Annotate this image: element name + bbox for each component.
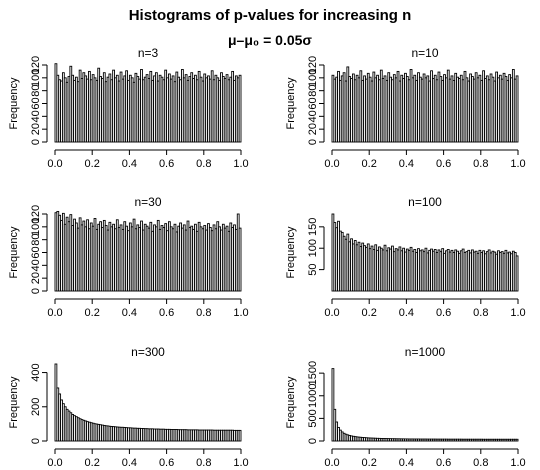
x-tick-label: 1.0 [510, 307, 525, 319]
x-tick-label: 0.8 [196, 457, 211, 469]
y-tick-label: 120 [30, 205, 42, 223]
y-tick-label: 60 [30, 246, 42, 258]
y-tick-label: 100 [30, 218, 42, 236]
x-tick-label: 0.0 [47, 457, 62, 469]
histogram-bar [515, 75, 519, 143]
histogram-bar [515, 255, 519, 292]
histogram-bar [238, 74, 242, 143]
y-tick-label: 80 [307, 85, 319, 97]
histogram-bar [515, 438, 519, 442]
y-axis-label: Frequency [285, 77, 297, 129]
y-tick-label: 1000 [307, 384, 319, 408]
x-tick-label: 0.0 [47, 307, 62, 319]
x-tick-label: 0.6 [436, 457, 451, 469]
x-tick-label: 0.6 [159, 158, 174, 170]
y-tick-label: 1500 [307, 361, 319, 385]
y-tick-label: 500 [307, 409, 319, 427]
x-tick-label: 0.0 [324, 307, 339, 319]
x-tick-label: 1.0 [510, 158, 525, 170]
x-tick-label: 0.0 [47, 158, 62, 170]
y-axis-label: Frequency [8, 77, 20, 129]
x-tick-label: 1.0 [233, 457, 248, 469]
y-tick-label: 80 [30, 234, 42, 246]
y-tick-label: 200 [30, 398, 42, 416]
y-tick-label: 20 [30, 123, 42, 135]
y-tick-label: 0 [307, 139, 319, 145]
x-tick-label: 0.4 [399, 457, 414, 469]
x-tick-label: 0.0 [324, 158, 339, 170]
y-tick-label: 100 [307, 239, 319, 257]
x-tick-label: 0.8 [473, 158, 488, 170]
x-tick-label: 0.4 [122, 158, 137, 170]
x-tick-label: 0.8 [196, 158, 211, 170]
y-tick-label: 120 [30, 56, 42, 74]
x-tick-label: 0.2 [362, 307, 377, 319]
x-tick-label: 0.0 [324, 457, 339, 469]
panel-title: n=300 [131, 345, 165, 359]
y-axis-label: Frequency [285, 226, 297, 278]
y-tick-label: 0 [30, 139, 42, 145]
y-axis-label: Frequency [8, 226, 20, 278]
y-tick-label: 120 [307, 56, 319, 74]
y-tick-label: 100 [30, 69, 42, 87]
histogram-panels: n=30.0 0.2 0.4 0.6 0.8 1.0020406080100120Freq… [8, 46, 526, 469]
y-tick-label: 80 [30, 85, 42, 97]
y-tick-label: 50 [307, 263, 319, 275]
x-tick-label: 0.8 [473, 457, 488, 469]
y-axis-label: Frequency [285, 376, 297, 428]
panel-title: n=30 [134, 195, 161, 209]
panel-title: n=1000 [405, 345, 446, 359]
x-tick-label: 0.4 [122, 457, 137, 469]
x-tick-label: 0.2 [362, 158, 377, 170]
figure-subtitle: μ–μ₀ = 0.05σ [228, 32, 312, 48]
x-tick-label: 0.2 [85, 457, 100, 469]
x-tick-label: 0.4 [399, 158, 414, 170]
histogram-bar [238, 227, 242, 292]
y-tick-label: 40 [307, 110, 319, 122]
y-tick-label: 40 [30, 259, 42, 271]
y-tick-label: 0 [307, 438, 319, 444]
x-tick-label: 1.0 [233, 307, 248, 319]
x-tick-label: 0.6 [436, 307, 451, 319]
panel-title: n=10 [411, 46, 438, 60]
x-tick-label: 0.2 [85, 307, 100, 319]
x-tick-label: 0.4 [122, 307, 137, 319]
figure-title: Histograms of p-values for increasing n [129, 7, 412, 24]
y-tick-label: 40 [30, 110, 42, 122]
x-tick-label: 0.6 [159, 307, 174, 319]
y-tick-label: 0 [30, 288, 42, 294]
y-tick-label: 400 [30, 363, 42, 381]
histogram-panel: n=100 0.0 0.2 0.4 0.6 0.8 1.0 50 100 150 Frequency [285, 195, 526, 319]
panel-title: n=3 [138, 46, 159, 60]
histogram-bar [331, 368, 335, 442]
x-tick-label: 0.2 [362, 457, 377, 469]
y-tick-label: 100 [307, 69, 319, 87]
x-tick-label: 0.2 [85, 158, 100, 170]
y-tick-label: 20 [307, 123, 319, 135]
histogram-bar [238, 429, 242, 442]
x-tick-label: 1.0 [510, 457, 525, 469]
x-tick-label: 0.4 [399, 307, 414, 319]
y-axis-label: Frequency [8, 376, 20, 428]
x-tick-label: 0.8 [196, 307, 211, 319]
y-tick-label: 60 [307, 97, 319, 109]
x-tick-label: 0.8 [473, 307, 488, 319]
x-tick-label: 0.6 [159, 457, 174, 469]
x-tick-label: 1.0 [233, 158, 248, 170]
x-tick-label: 0.6 [436, 158, 451, 170]
y-tick-label: 150 [307, 218, 319, 236]
y-tick-label: 0 [30, 438, 42, 444]
y-tick-label: 60 [30, 97, 42, 109]
y-tick-label: 20 [30, 272, 42, 284]
histogram-panel: n=300 0.0 0.2 0.4 0.6 0.8 1.0 0 200 400 Frequency [8, 345, 249, 469]
panel-title: n=100 [408, 195, 442, 209]
